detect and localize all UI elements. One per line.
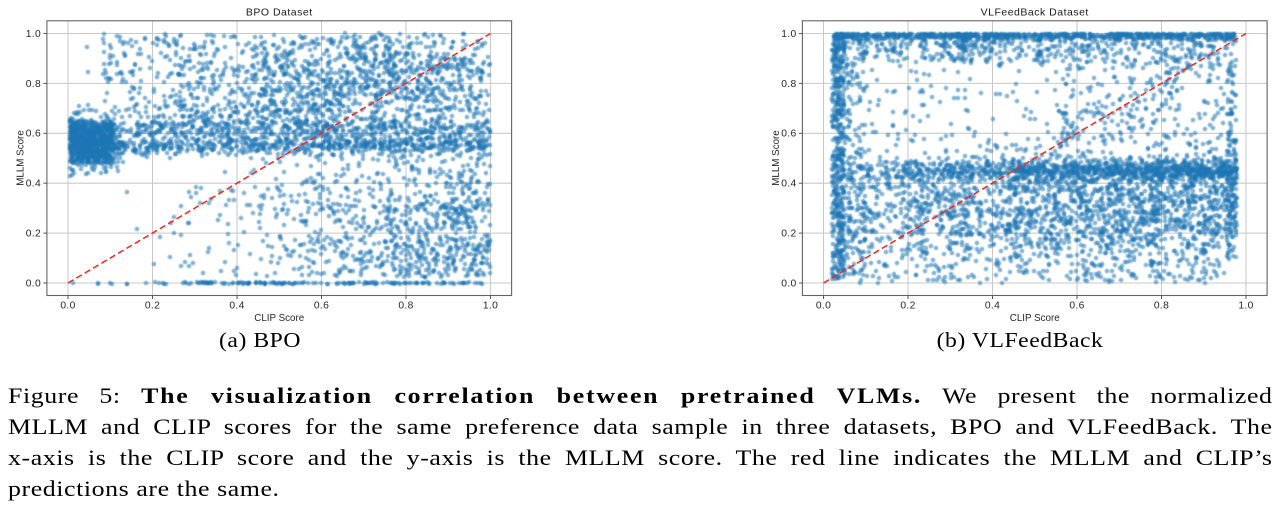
svg-text:0.2: 0.2 [145, 301, 160, 312]
svg-text:0.0: 0.0 [26, 278, 41, 289]
svg-text:BPO Dataset: BPO Dataset [246, 7, 313, 19]
svg-text:0.0: 0.0 [60, 301, 75, 312]
svg-text:1.0: 1.0 [26, 29, 41, 40]
svg-text:0.6: 0.6 [26, 129, 41, 140]
svg-text:0.4: 0.4 [229, 301, 244, 312]
svg-text:1.0: 1.0 [483, 301, 498, 312]
svg-text:0.6: 0.6 [314, 301, 329, 312]
svg-text:CLIP Score: CLIP Score [254, 313, 304, 324]
svg-text:0.8: 0.8 [398, 301, 413, 312]
svg-text:0.8: 0.8 [26, 79, 41, 90]
svg-text:0.2: 0.2 [26, 229, 41, 240]
svg-text:0.4: 0.4 [26, 179, 41, 190]
svg-text:MLLM Score: MLLM Score [16, 130, 27, 186]
